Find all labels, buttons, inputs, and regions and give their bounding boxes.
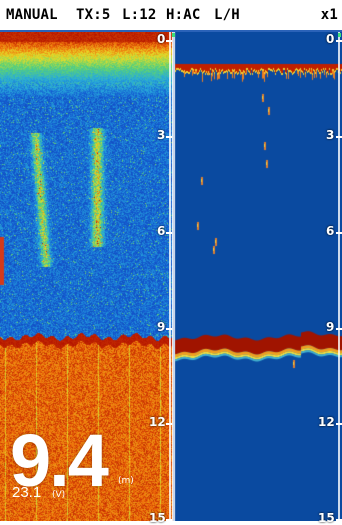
- right-depth-scale-label: 3: [326, 127, 335, 142]
- zoom-indicator[interactable]: x1: [320, 7, 338, 23]
- echogram-display[interactable]: [0, 32, 342, 521]
- right-depth-scale-tick: [336, 40, 342, 42]
- left-depth-scale-label: 3: [157, 127, 166, 142]
- right-depth-scale-label: 15: [318, 511, 335, 525]
- depth-scale-bar-right: [338, 32, 340, 521]
- panel-divider: [173, 32, 175, 521]
- left-depth-scale-tick: [166, 40, 172, 42]
- left-depth-scale-label: 6: [157, 223, 166, 238]
- green-range-marker: [338, 33, 341, 37]
- gain-level-indicator[interactable]: L:12: [122, 7, 157, 23]
- left-depth-scale-label: 12: [149, 415, 166, 430]
- frequency-indicator[interactable]: L/H: [214, 7, 240, 23]
- left-depth-scale-tick: [166, 519, 172, 522]
- status-bar: MANUAL TX:5 L:12 H:AC L/H x1: [0, 0, 342, 32]
- left-depth-scale-tick: [166, 231, 172, 234]
- right-depth-scale-tick: [336, 519, 342, 522]
- voltage-unit-label: (V): [52, 490, 66, 500]
- left-depth-scale-tick: [166, 423, 172, 426]
- left-depth-scale-label: 9: [157, 319, 166, 334]
- left-depth-scale-label: 0: [157, 32, 166, 46]
- right-depth-scale-tick: [336, 231, 342, 234]
- voltage-readout: 23.1: [12, 484, 42, 501]
- bottom-depth-readout: 9.4: [10, 419, 109, 502]
- depth-unit-label: (m): [118, 476, 134, 486]
- right-depth-scale-label: 12: [318, 415, 335, 430]
- right-depth-scale-tick: [336, 135, 342, 138]
- tx-power-indicator[interactable]: TX:5: [76, 7, 111, 23]
- depth-scale-bar-left: [169, 32, 171, 521]
- right-depth-scale-label: 9: [326, 319, 335, 334]
- mode-indicator[interactable]: MANUAL: [6, 7, 58, 23]
- green-range-marker: [172, 33, 175, 37]
- right-depth-scale-tick: [336, 327, 342, 330]
- heave-indicator[interactable]: H:AC: [166, 7, 201, 23]
- left-depth-scale-tick: [166, 327, 172, 330]
- left-depth-scale-label: 15: [149, 511, 166, 525]
- right-depth-scale-label: 0: [326, 32, 335, 46]
- right-depth-scale-tick: [336, 423, 342, 426]
- right-depth-scale-label: 6: [326, 223, 335, 238]
- left-depth-scale-tick: [166, 135, 172, 138]
